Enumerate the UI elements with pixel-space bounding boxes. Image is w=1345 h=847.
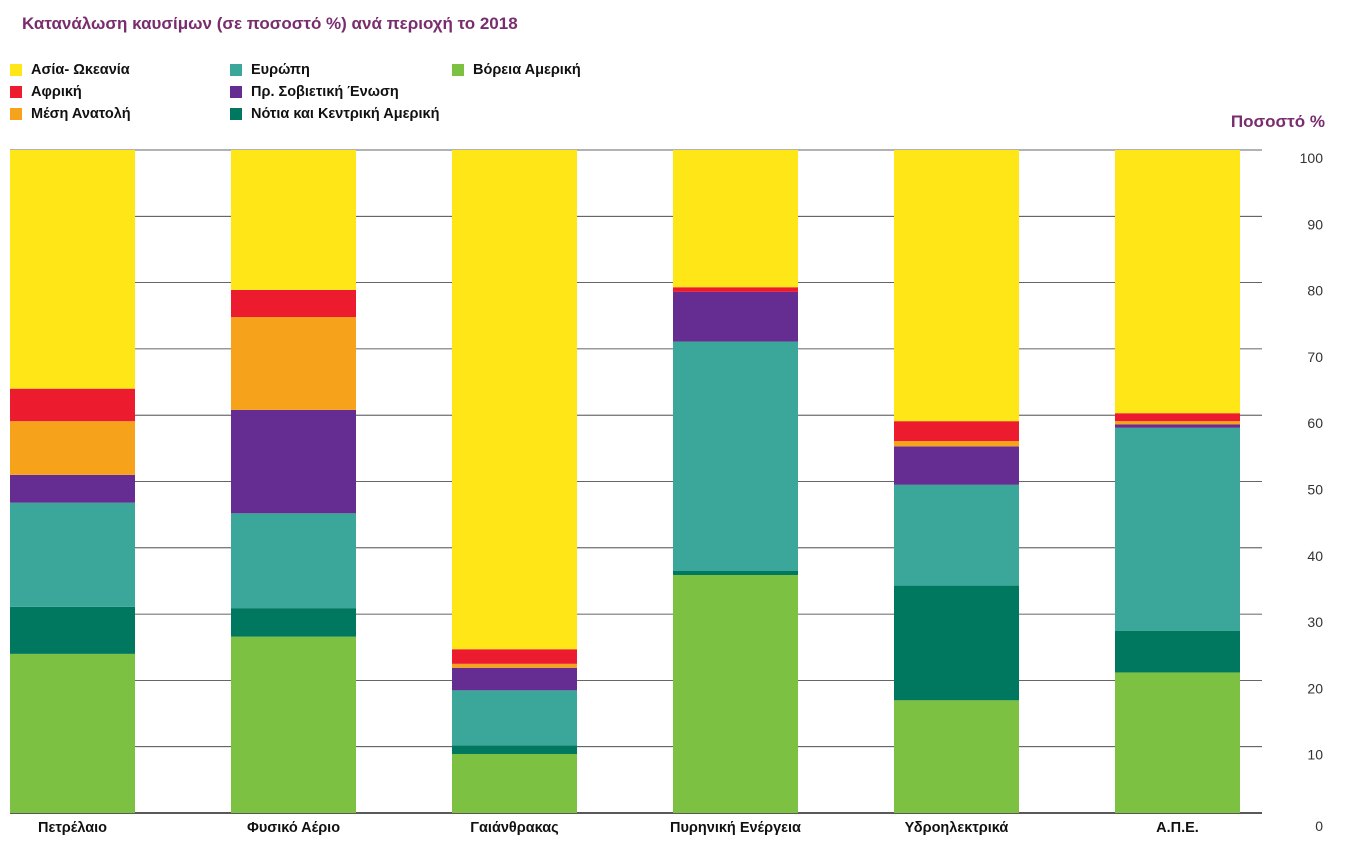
y-tick-label: 90 [1307, 216, 1323, 232]
x-tick-label: Α.Π.Ε. [1156, 820, 1199, 836]
legend-item-former-soviet-union: Πρ. Σοβιετική Ένωση [230, 84, 399, 100]
legend-swatch [230, 64, 242, 76]
y-axis-label: Ποσοστό % [1230, 112, 1325, 131]
bar-segment [452, 745, 577, 754]
bar-segment [10, 150, 135, 389]
legend-item-north-america: Βόρεια Αμερική [452, 62, 581, 78]
bar-segment [894, 150, 1019, 422]
bar-segment [452, 753, 577, 813]
bar-segment [1115, 427, 1240, 631]
legend-item-middle-east: Μέση Ανατολή [10, 106, 131, 122]
bar-segment [673, 571, 798, 575]
legend-label: Ευρώπη [251, 62, 310, 78]
x-tick-label: Φυσικό Αέριο [247, 820, 340, 836]
bar-segment [231, 150, 356, 290]
legend-label: Αφρική [31, 84, 82, 100]
legend-item-africa: Αφρική [10, 84, 82, 100]
x-tick-label: Πετρέλαιο [38, 820, 107, 836]
chart-legend: Ασία- Ωκεανία Αφρική Μέση Ανατολή Ευρώπη… [10, 62, 650, 128]
bar-segment [452, 690, 577, 746]
y-tick-label: 70 [1307, 349, 1323, 365]
bar-segment [673, 150, 798, 288]
y-tick-label: 0 [1315, 818, 1323, 834]
bar-segment [10, 421, 135, 475]
legend-label: Μέση Ανατολή [31, 106, 131, 122]
bar-segment [894, 585, 1019, 701]
bar-segment [10, 502, 135, 607]
legend-label: Ασία- Ωκεανία [31, 62, 130, 78]
bar-segment [231, 636, 356, 813]
bar-segment [10, 388, 135, 422]
bar-segment [1115, 424, 1240, 428]
bar-segment [894, 446, 1019, 485]
bar-segment [231, 513, 356, 609]
bar-segment [673, 287, 798, 292]
y-tick-label: 60 [1307, 415, 1323, 431]
legend-swatch [230, 108, 242, 120]
bar-segment [894, 421, 1019, 442]
legend-label: Νότια και Κεντρική Αμερική [251, 106, 440, 122]
y-tick-label: 40 [1307, 548, 1323, 564]
bar-segment [10, 474, 135, 503]
bar-segment [1115, 630, 1240, 673]
bar-segment [10, 653, 135, 813]
y-tick-label: 20 [1307, 680, 1323, 696]
y-tick-label: 10 [1307, 747, 1323, 763]
y-tick-label: 80 [1307, 283, 1323, 299]
bar-segment [1115, 413, 1240, 422]
x-tick-label: Υδροηλεκτρικά [905, 820, 1009, 836]
bar-segment [894, 700, 1019, 813]
legend-swatch [452, 64, 464, 76]
legend-swatch [230, 86, 242, 98]
bar-segment [231, 289, 356, 318]
y-tick-label: 30 [1307, 614, 1323, 630]
bar-segment [894, 484, 1019, 586]
bar-segment [452, 663, 577, 668]
bar-segment [673, 341, 798, 572]
bar-segment [231, 608, 356, 637]
bar-segment [452, 667, 577, 691]
y-tick-label: 100 [1300, 150, 1324, 166]
legend-swatch [10, 64, 22, 76]
bar-segment [10, 606, 135, 654]
bar-segment [894, 441, 1019, 447]
legend-label: Πρ. Σοβιετική Ένωση [251, 84, 399, 100]
bar-segment [1115, 672, 1240, 813]
legend-swatch [10, 108, 22, 120]
chart-title: Κατανάλωση καυσίμων (σε ποσοστό %) ανά π… [22, 14, 518, 33]
bar-segment [673, 574, 798, 813]
legend-item-asia-oceania: Ασία- Ωκεανία [10, 62, 130, 78]
bar-segment [452, 150, 577, 650]
bar-segment [1115, 150, 1240, 414]
bar-segment [231, 317, 356, 410]
legend-item-europe: Ευρώπη [230, 62, 310, 78]
bar-segment [452, 649, 577, 664]
bar-segment [673, 291, 798, 342]
x-tick-label: Πυρηνική Ενέργεια [670, 820, 801, 836]
legend-item-south-central-america: Νότια και Κεντρική Αμερική [230, 106, 439, 122]
legend-label: Βόρεια Αμερική [473, 62, 581, 78]
x-tick-label: Γαιάνθρακας [470, 820, 558, 836]
legend-swatch [10, 86, 22, 98]
bar-segment [231, 409, 356, 514]
bar-segment [1115, 421, 1240, 425]
y-tick-label: 50 [1307, 482, 1323, 498]
